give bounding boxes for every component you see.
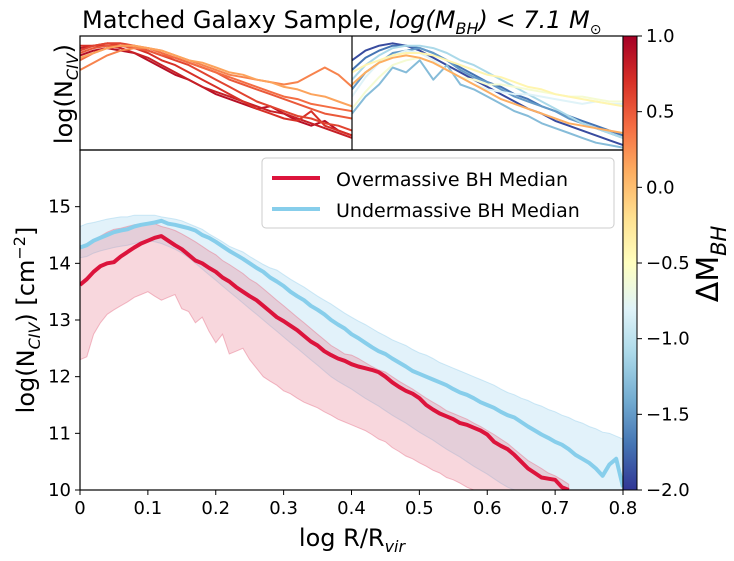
- inset-profile-line: [352, 47, 623, 139]
- colorbar-tick-label: 0.5: [646, 102, 675, 123]
- x-axis-ticks: 0 0.1 0.2 0.3 0.4 0.5 0.6 0.7 0.8: [74, 490, 637, 519]
- x-tick-label: 0.4: [337, 498, 366, 519]
- band-overmassive: [80, 221, 570, 490]
- inset-overmassive-profiles: [80, 42, 352, 139]
- median-line-overmassive: [80, 234, 570, 490]
- colorbar-tick-label: 0.0: [646, 177, 675, 198]
- y-axis-label: log(NCIV) [cm−2]: [10, 227, 44, 414]
- chart-title: Matched Galaxy Sample, log(MBH) < 7.1 M⊙: [82, 6, 601, 38]
- x-tick-label: 0: [74, 498, 85, 519]
- inset-profile-line: [80, 47, 352, 137]
- y-tick-label: 10: [48, 480, 71, 501]
- colorbar: [622, 35, 638, 491]
- inset-y-axis-label: log(NCIV): [50, 44, 82, 144]
- inset-profile-line: [352, 52, 623, 108]
- y-tick-label: 12: [48, 367, 71, 388]
- inset-profile-line: [80, 44, 352, 139]
- colorbar-tick-label: 1.0: [646, 26, 675, 47]
- y-tick-label: 15: [48, 197, 71, 218]
- x-tick-label: 0.2: [201, 498, 230, 519]
- colorbar-tick-label: −2.0: [646, 480, 690, 501]
- main-median-lines: [80, 218, 623, 490]
- inset-profile-line: [352, 59, 623, 149]
- legend: Overmassive BH Median Undermassive BH Me…: [261, 157, 615, 229]
- band-undermassive: [80, 214, 623, 490]
- main-shaded-bands: [80, 214, 623, 490]
- legend-label-overmassive: Overmassive BH Median: [336, 169, 568, 191]
- y-tick-label: 11: [48, 423, 71, 444]
- x-tick-label: 0.8: [609, 498, 638, 519]
- inset-profile-line: [352, 56, 623, 110]
- x-tick-label: 0.7: [541, 498, 570, 519]
- y-tick-label: 13: [48, 310, 71, 331]
- inset-profile-line: [80, 47, 352, 88]
- median-line-undermassive: [80, 218, 623, 488]
- inset-profile-line: [80, 42, 352, 137]
- inset-profile-line: [80, 44, 352, 108]
- x-axis-label: log R/Rvir: [299, 524, 407, 556]
- colorbar-tick-label: −0.5: [646, 253, 690, 274]
- inset-profile-line: [80, 42, 352, 132]
- legend-label-undermassive: Undermassive BH Median: [336, 200, 580, 222]
- inset-profile-line: [352, 44, 623, 139]
- colorbar-tick-label: −1.5: [646, 404, 690, 425]
- x-tick-label: 0.1: [134, 498, 163, 519]
- inset-profile-line: [352, 54, 623, 134]
- colorbar-tick-label: −1.0: [646, 329, 690, 350]
- inset-profile-line: [80, 44, 352, 113]
- y-tick-label: 14: [48, 253, 71, 274]
- inset-profile-line: [352, 44, 623, 137]
- inset-undermassive-profiles: [352, 42, 623, 149]
- inset-profile-line: [80, 44, 352, 120]
- legend-box: [261, 157, 615, 229]
- y-axis-ticks: 10 11 12 13 14 15: [48, 197, 80, 501]
- x-tick-label: 0.6: [473, 498, 502, 519]
- colorbar-ticks: 1.0 0.5 0.0 −0.5 −1.0 −1.5 −2.0: [637, 26, 690, 501]
- x-tick-label: 0.3: [269, 498, 298, 519]
- inset-profile-line: [352, 42, 623, 147]
- x-tick-label: 0.5: [405, 498, 434, 519]
- colorbar-label: ΔMBH: [691, 225, 731, 302]
